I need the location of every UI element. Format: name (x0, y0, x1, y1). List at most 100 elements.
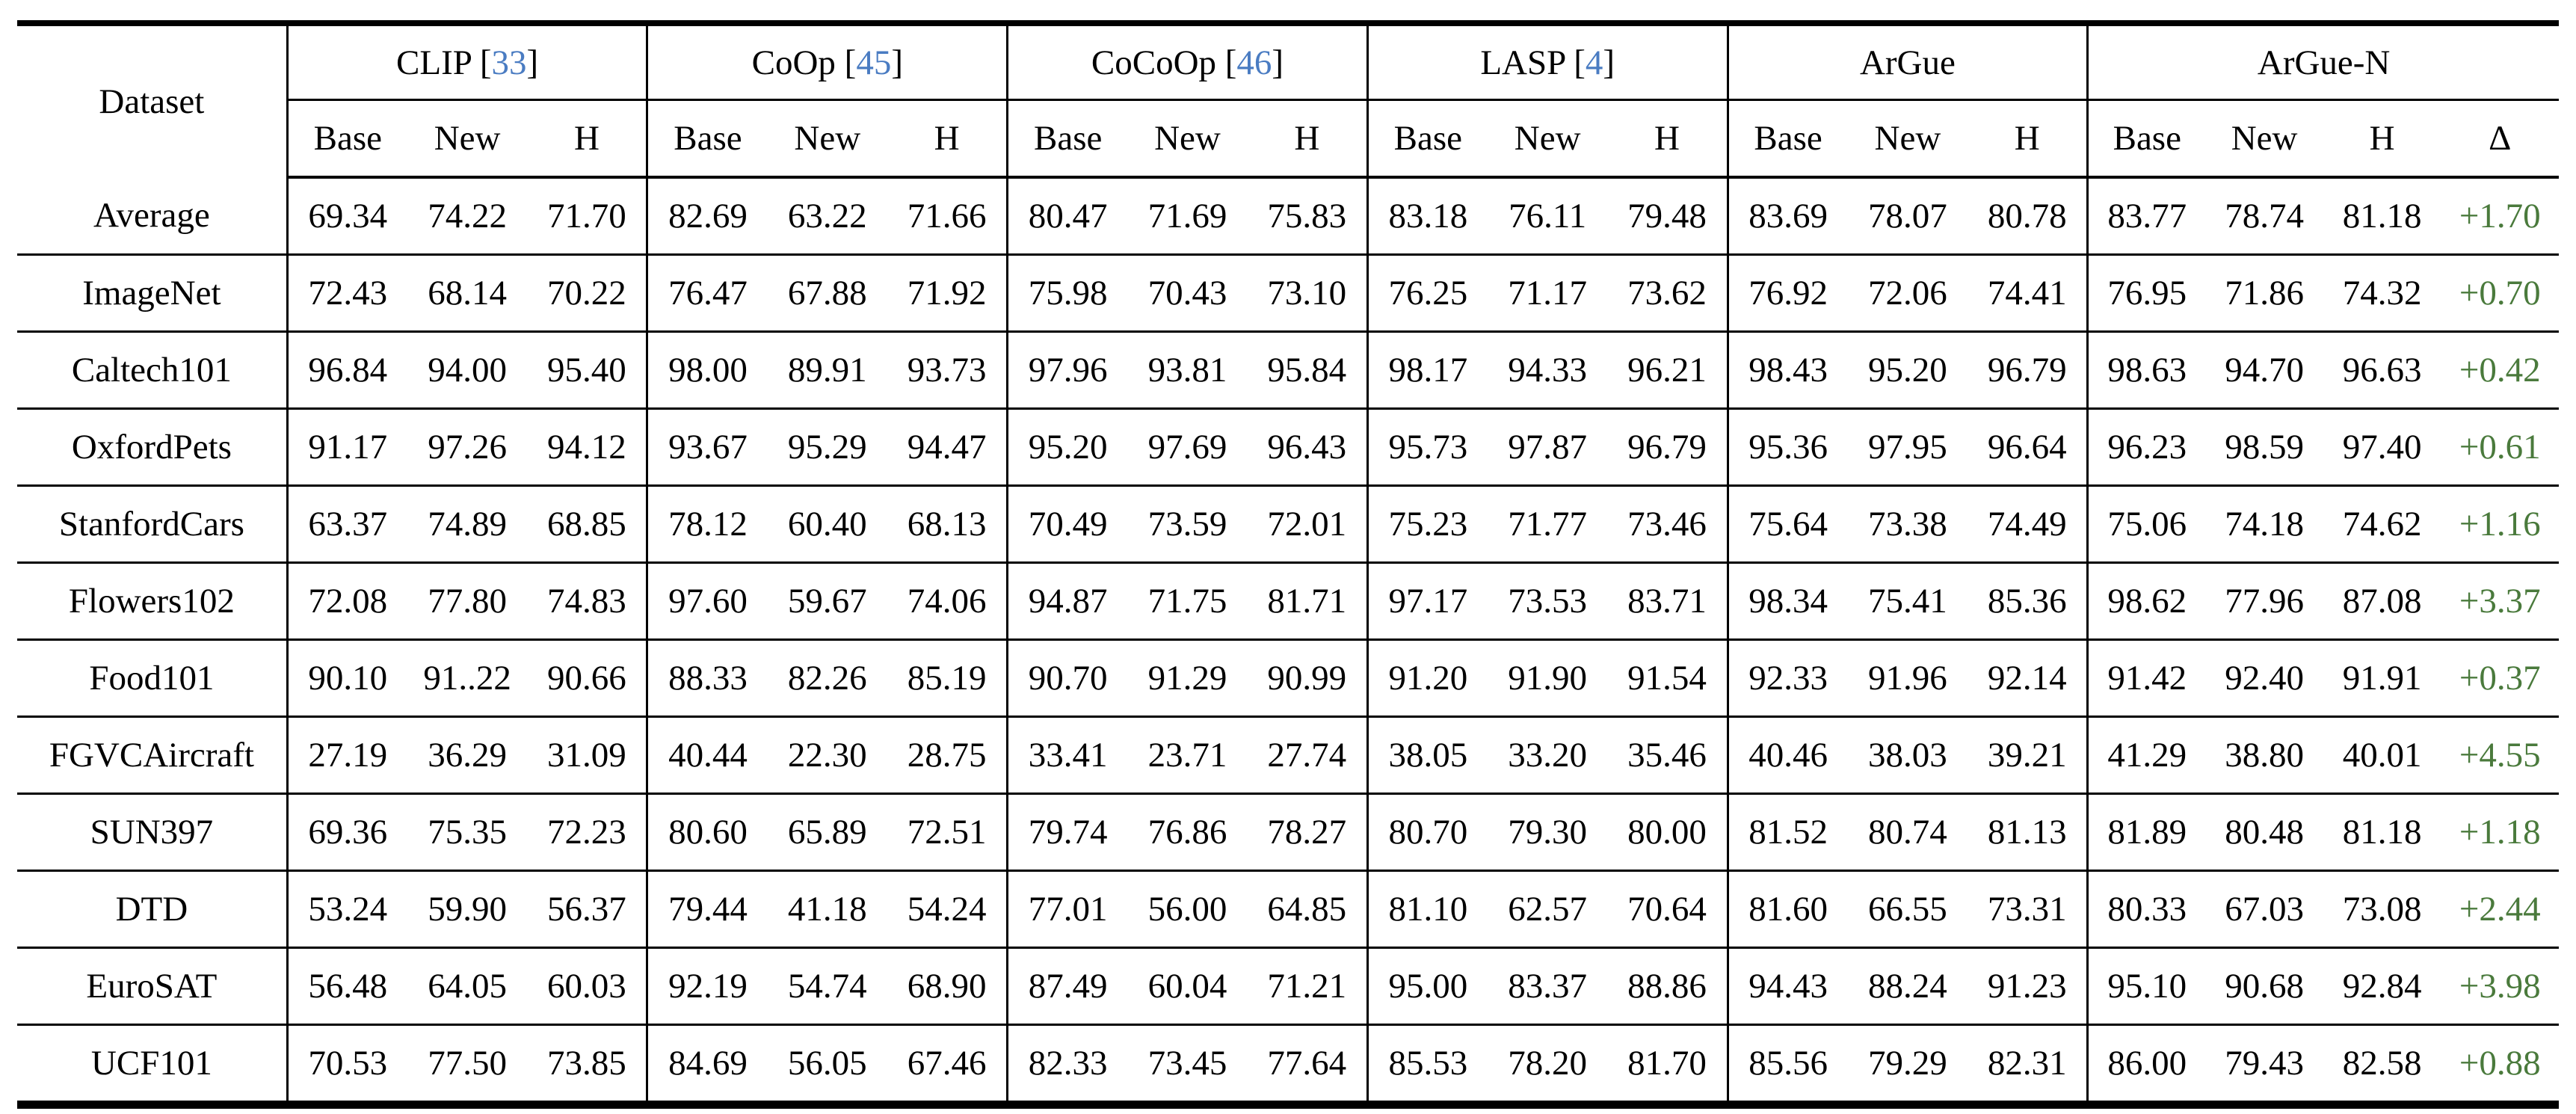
score-cell: 65.89 (767, 793, 888, 871)
delta-cell: +3.37 (2441, 561, 2559, 640)
score-cell: 33.41 (1006, 716, 1128, 794)
subheader-h: H (2323, 99, 2441, 179)
score-cell: 94.00 (407, 330, 528, 409)
score-cell: 81.70 (1607, 1024, 1728, 1105)
table-row: Food101 90.10 91..22 90.66 88.33 82.26 85.19 90… (17, 638, 2559, 717)
score-cell: 85.56 (1726, 1024, 1848, 1105)
score-cell: 90.66 (527, 638, 647, 717)
score-cell: 63.37 (286, 484, 407, 563)
citation-link[interactable]: 33 (491, 43, 527, 82)
score-cell: 71.66 (907, 197, 987, 236)
citation-link[interactable]: 46 (1236, 43, 1272, 82)
score-cell: 64.85 (1247, 870, 1368, 948)
score-cell: 76.86 (1127, 793, 1248, 871)
score-cell: 80.70 (1366, 793, 1488, 871)
score-cell: 75.98 (1006, 253, 1128, 332)
score-cell: 56.37 (527, 870, 647, 948)
table-header: Dataset CLIP [33] CoOp [45] CoCoOp [46] LASP… (17, 23, 2559, 179)
score-cell: 75.23 (1366, 484, 1488, 563)
score-cell: 53.24 (286, 870, 407, 948)
score-cell: 73.59 (1127, 484, 1248, 563)
score-cell: 38.80 (2205, 716, 2323, 794)
dataset-cell: SUN397 (17, 793, 289, 871)
subheader-base: Base (2086, 99, 2206, 179)
score-cell: 81.13 (1968, 793, 2088, 871)
score-cell: 67.03 (2205, 870, 2323, 948)
score-cell: 90.70 (1006, 638, 1128, 717)
score-cell: 93.73 (887, 330, 1008, 409)
score-cell: 82.31 (1968, 1024, 2088, 1105)
table-row: Caltech101 96.84 94.00 95.40 98.00 89.91 93.73… (17, 330, 2559, 409)
score-cell: 74.32 (2323, 253, 2441, 332)
score-cell: 86.00 (2086, 1024, 2206, 1105)
score-cell: 94.12 (527, 407, 647, 486)
subheader-base: Base (646, 99, 768, 179)
dataset-cell: StanfordCars (17, 484, 289, 563)
subheader-row: Base New H Base New H Base New H Base New H Base New H… (17, 99, 2559, 179)
table-row: ImageNet 72.43 68.14 70.22 76.47 67.88 71.92 75… (17, 253, 2559, 332)
score-cell: 73.31 (1968, 870, 2088, 948)
score-cell: 54.24 (887, 870, 1008, 948)
score-cell: 95.73 (1366, 407, 1488, 486)
score-cell: 88.33 (646, 638, 768, 717)
score-cell: 83.77 (2086, 177, 2206, 255)
delta-cell: +1.16 (2441, 484, 2559, 563)
score-cell: 91.90 (1487, 638, 1608, 717)
table-row: EuroSAT 56.48 64.05 60.03 92.19 54.74 68.90 87.… (17, 947, 2559, 1025)
score-cell: 60.40 (767, 484, 888, 563)
score-cell: 81.71 (1247, 561, 1368, 640)
score-cell: 73.53 (1487, 561, 1608, 640)
score-cell: 70.22 (527, 253, 647, 332)
score-cell: 88.24 (1847, 947, 1968, 1025)
score-cell: 71.21 (1247, 947, 1368, 1025)
score-cell: 40.01 (2323, 716, 2441, 794)
citation-link[interactable]: 45 (856, 43, 892, 82)
score-cell: 81.10 (1366, 870, 1488, 948)
score-cell: 73.85 (527, 1024, 647, 1105)
score-cell: 41.29 (2086, 716, 2206, 794)
score-cell: 77.50 (407, 1024, 528, 1105)
citation-link[interactable]: 4 (1585, 43, 1603, 82)
dataset-cell: EuroSAT (17, 947, 289, 1025)
score-cell: 31.09 (527, 716, 647, 794)
score-cell: 97.26 (407, 407, 528, 486)
method-name: CoOp (751, 43, 836, 82)
score-cell: 95.20 (1847, 330, 1968, 409)
score-cell: 97.40 (2323, 407, 2441, 486)
score-cell: 97.17 (1366, 561, 1488, 640)
score-cell: 78.20 (1487, 1024, 1608, 1105)
score-cell: 82.26 (767, 638, 888, 717)
score-cell: 76.25 (1366, 253, 1488, 332)
score-cell: 98.17 (1366, 330, 1488, 409)
score-cell: 96.43 (1247, 407, 1368, 486)
score-cell: 22.30 (767, 716, 888, 794)
score-cell: 78.27 (1247, 793, 1368, 871)
subheader-new: New (1487, 99, 1608, 179)
score-cell: 76.47 (646, 253, 768, 332)
delta-cell: +0.70 (2441, 253, 2559, 332)
delta-cell: +0.61 (2441, 407, 2559, 486)
score-cell: 56.05 (767, 1024, 888, 1105)
score-cell: 78.74 (2225, 197, 2304, 236)
table-row: Average 69.34 74.22 71.70 82.69 63.22 71.66 80.… (17, 177, 2559, 255)
subheader-new: New (2205, 99, 2323, 179)
method-name: CLIP (396, 43, 472, 82)
score-cell: 77.01 (1006, 870, 1128, 948)
score-cell: 83.71 (1607, 561, 1728, 640)
score-cell: 81.89 (2086, 793, 2206, 871)
score-cell: 68.90 (887, 947, 1008, 1025)
delta-cell: +2.44 (2441, 870, 2559, 948)
score-cell: 81.18 (2323, 793, 2441, 871)
score-cell: 38.05 (1366, 716, 1488, 794)
score-cell: 96.63 (2323, 330, 2441, 409)
score-cell: 98.00 (646, 330, 768, 409)
score-cell: 78.07 (1868, 197, 1947, 236)
dataset-cell: Food101 (17, 638, 289, 717)
score-cell: 85.19 (887, 638, 1008, 717)
score-cell: 95.29 (767, 407, 888, 486)
method-header-row: Dataset CLIP [33] CoOp [45] CoCoOp [46] LASP… (17, 23, 2559, 177)
score-cell: 75.83 (1267, 197, 1347, 236)
score-cell: 79.48 (1627, 197, 1707, 236)
dataset-column-header: Dataset (17, 23, 289, 177)
score-cell: 94.47 (887, 407, 1008, 486)
